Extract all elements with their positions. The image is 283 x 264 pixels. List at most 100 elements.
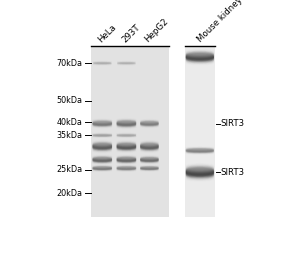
- Ellipse shape: [140, 124, 159, 126]
- Ellipse shape: [117, 64, 136, 65]
- Ellipse shape: [117, 158, 136, 161]
- Ellipse shape: [140, 157, 159, 160]
- Ellipse shape: [117, 62, 136, 64]
- Text: 293T: 293T: [120, 23, 142, 44]
- Ellipse shape: [117, 142, 136, 145]
- Ellipse shape: [117, 134, 136, 136]
- Ellipse shape: [117, 156, 136, 159]
- Ellipse shape: [92, 146, 112, 150]
- Ellipse shape: [186, 149, 214, 152]
- Ellipse shape: [117, 157, 136, 159]
- Ellipse shape: [93, 61, 112, 62]
- Ellipse shape: [117, 165, 136, 167]
- Ellipse shape: [117, 63, 136, 64]
- Ellipse shape: [186, 147, 214, 149]
- Ellipse shape: [186, 176, 214, 181]
- Ellipse shape: [92, 158, 112, 161]
- Ellipse shape: [92, 134, 112, 135]
- Ellipse shape: [186, 166, 214, 171]
- Ellipse shape: [117, 136, 136, 137]
- Ellipse shape: [140, 119, 159, 122]
- Ellipse shape: [92, 158, 112, 161]
- Ellipse shape: [92, 167, 112, 169]
- Ellipse shape: [92, 166, 112, 168]
- Ellipse shape: [186, 54, 214, 58]
- Ellipse shape: [140, 122, 159, 125]
- Ellipse shape: [140, 123, 159, 126]
- Ellipse shape: [92, 156, 112, 159]
- Ellipse shape: [186, 149, 214, 151]
- Ellipse shape: [92, 167, 112, 169]
- Ellipse shape: [117, 135, 136, 136]
- Ellipse shape: [140, 121, 159, 123]
- Bar: [185, 46, 215, 217]
- Ellipse shape: [117, 123, 136, 126]
- Ellipse shape: [186, 59, 214, 63]
- Ellipse shape: [92, 159, 112, 162]
- Ellipse shape: [117, 161, 136, 164]
- Ellipse shape: [140, 143, 159, 147]
- Ellipse shape: [92, 144, 112, 148]
- Ellipse shape: [117, 149, 136, 152]
- Ellipse shape: [92, 125, 112, 128]
- Ellipse shape: [92, 140, 112, 144]
- Ellipse shape: [186, 175, 214, 180]
- Ellipse shape: [93, 64, 112, 65]
- Ellipse shape: [92, 142, 112, 145]
- Ellipse shape: [93, 62, 112, 63]
- Ellipse shape: [92, 161, 112, 164]
- Ellipse shape: [117, 170, 136, 172]
- Ellipse shape: [186, 164, 214, 168]
- Ellipse shape: [92, 142, 112, 146]
- Ellipse shape: [140, 142, 159, 145]
- Ellipse shape: [92, 144, 112, 148]
- Ellipse shape: [117, 161, 136, 163]
- Text: 40kDa: 40kDa: [57, 118, 83, 127]
- Ellipse shape: [117, 142, 136, 146]
- Ellipse shape: [92, 120, 112, 123]
- Ellipse shape: [140, 160, 159, 162]
- Ellipse shape: [140, 125, 159, 128]
- Ellipse shape: [186, 148, 214, 150]
- Ellipse shape: [117, 126, 136, 129]
- Ellipse shape: [92, 166, 112, 167]
- Ellipse shape: [92, 136, 112, 137]
- Ellipse shape: [117, 63, 136, 64]
- Ellipse shape: [186, 57, 214, 61]
- Ellipse shape: [117, 121, 136, 124]
- Ellipse shape: [93, 62, 112, 63]
- Ellipse shape: [92, 122, 112, 125]
- Ellipse shape: [92, 168, 112, 171]
- Ellipse shape: [117, 169, 136, 171]
- Ellipse shape: [117, 169, 136, 171]
- Ellipse shape: [92, 148, 112, 152]
- Ellipse shape: [92, 122, 112, 125]
- Ellipse shape: [117, 134, 136, 136]
- Ellipse shape: [93, 63, 112, 64]
- Ellipse shape: [92, 168, 112, 170]
- Ellipse shape: [92, 169, 112, 171]
- Ellipse shape: [117, 161, 136, 164]
- Ellipse shape: [92, 135, 112, 137]
- Ellipse shape: [117, 144, 136, 148]
- Ellipse shape: [92, 166, 112, 168]
- Ellipse shape: [117, 167, 136, 169]
- Ellipse shape: [92, 120, 112, 122]
- Ellipse shape: [117, 167, 136, 169]
- Ellipse shape: [140, 165, 159, 167]
- Ellipse shape: [140, 167, 159, 169]
- Ellipse shape: [186, 172, 214, 177]
- Ellipse shape: [117, 125, 136, 128]
- Ellipse shape: [93, 63, 112, 65]
- Ellipse shape: [117, 169, 136, 171]
- Ellipse shape: [117, 122, 136, 125]
- Ellipse shape: [140, 142, 159, 146]
- Ellipse shape: [186, 173, 214, 178]
- Ellipse shape: [92, 135, 112, 136]
- Ellipse shape: [93, 61, 112, 63]
- Ellipse shape: [92, 168, 112, 170]
- Ellipse shape: [92, 159, 112, 162]
- Ellipse shape: [92, 124, 112, 126]
- Ellipse shape: [140, 145, 159, 149]
- Ellipse shape: [140, 167, 159, 169]
